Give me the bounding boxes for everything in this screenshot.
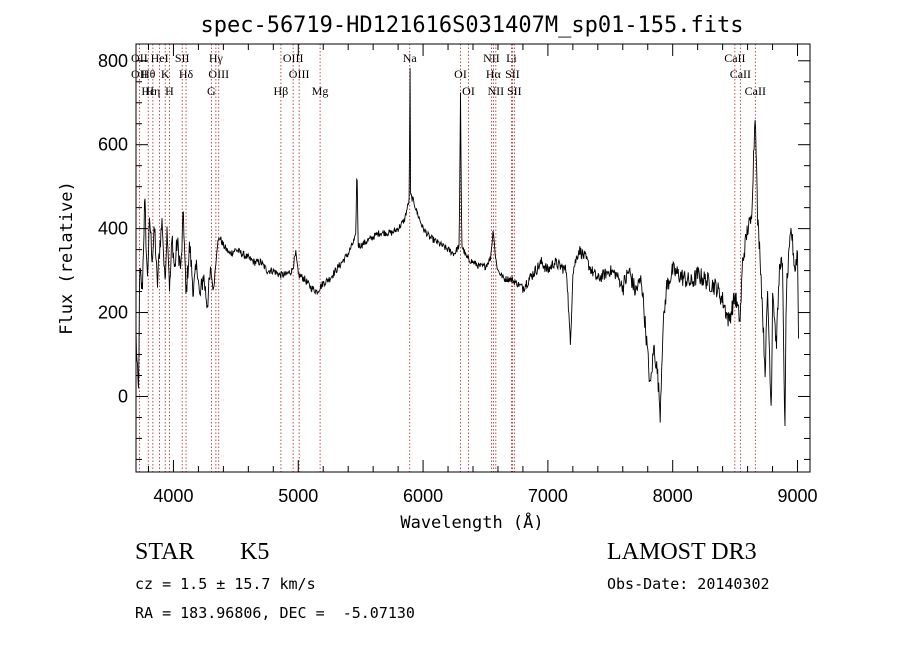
y-tick-label: 400 bbox=[98, 219, 128, 239]
line-label: Hη bbox=[145, 84, 160, 98]
y-tick-label: 0 bbox=[118, 386, 128, 406]
line-label: H bbox=[165, 84, 174, 98]
line-label: Hβ bbox=[274, 84, 289, 98]
x-tick-label: 4000 bbox=[153, 486, 193, 506]
line-label: SII bbox=[507, 84, 522, 98]
line-label: OI bbox=[454, 67, 467, 81]
spectral-line-labels: OIIOIIHθHεHηHeIKHSIIHδGHγOIIIHβOIIIOIIIM… bbox=[131, 51, 766, 98]
chart-title: spec-56719-HD121616S031407M_sp01-155.fit… bbox=[200, 13, 743, 38]
y-tick-label: 600 bbox=[98, 135, 128, 155]
coordinates: RA = 183.96806, DEC = -5.07130 bbox=[135, 604, 415, 622]
x-tick-label: 7000 bbox=[528, 486, 568, 506]
x-axis: 4000 5000 6000 7000 8000 9000 bbox=[147, 44, 818, 506]
line-label: OIII bbox=[289, 67, 310, 81]
spectrum-series bbox=[135, 68, 799, 427]
line-label: Mg bbox=[312, 84, 329, 98]
line-label: OII bbox=[131, 51, 148, 65]
line-label: CaII bbox=[745, 84, 766, 98]
line-label: K bbox=[161, 67, 170, 81]
plot-frame bbox=[135, 43, 811, 473]
line-label: Hε bbox=[141, 84, 155, 98]
line-label: Hα bbox=[486, 67, 502, 81]
line-label: Hδ bbox=[179, 67, 194, 81]
line-label: NII bbox=[488, 84, 505, 98]
x-tick-label: 8000 bbox=[653, 486, 693, 506]
y-tick-label: 800 bbox=[98, 51, 128, 71]
x-tick-label: 5000 bbox=[278, 486, 318, 506]
line-label: NII bbox=[483, 51, 500, 65]
survey-name: LAMOST DR3 bbox=[607, 539, 757, 565]
x-axis-label: Wavelength (Å) bbox=[400, 511, 543, 533]
y-axis-label: Flux (relative) bbox=[57, 181, 77, 335]
spectral-line-markers bbox=[138, 44, 756, 472]
line-label: G bbox=[207, 84, 216, 98]
object-subclass: K5 bbox=[240, 539, 270, 565]
line-label: Na bbox=[403, 51, 418, 65]
line-label: OII bbox=[131, 67, 148, 81]
x-tick-label: 9000 bbox=[777, 486, 817, 506]
line-label: CaII bbox=[724, 51, 745, 65]
line-label: HeI bbox=[151, 51, 169, 65]
line-label: Hγ bbox=[209, 51, 224, 65]
line-label: Li bbox=[506, 51, 517, 65]
line-label: OI bbox=[462, 84, 475, 98]
line-label: OIII bbox=[283, 51, 304, 65]
spectrum-line bbox=[135, 68, 799, 427]
line-label: OIII bbox=[208, 67, 229, 81]
redshift-info: cz = 1.5 ± 15.7 km/s bbox=[135, 575, 316, 593]
line-label: CaII bbox=[730, 67, 751, 81]
line-label: Hθ bbox=[141, 67, 156, 81]
x-tick-label: 6000 bbox=[403, 486, 443, 506]
line-label: SII bbox=[175, 51, 190, 65]
object-class: STAR bbox=[135, 539, 195, 565]
y-axis: 0 200 400 600 800 bbox=[98, 51, 810, 460]
y-tick-label: 200 bbox=[98, 303, 128, 323]
line-label: SII bbox=[505, 67, 520, 81]
obs-date: Obs-Date: 20140302 bbox=[607, 575, 770, 593]
